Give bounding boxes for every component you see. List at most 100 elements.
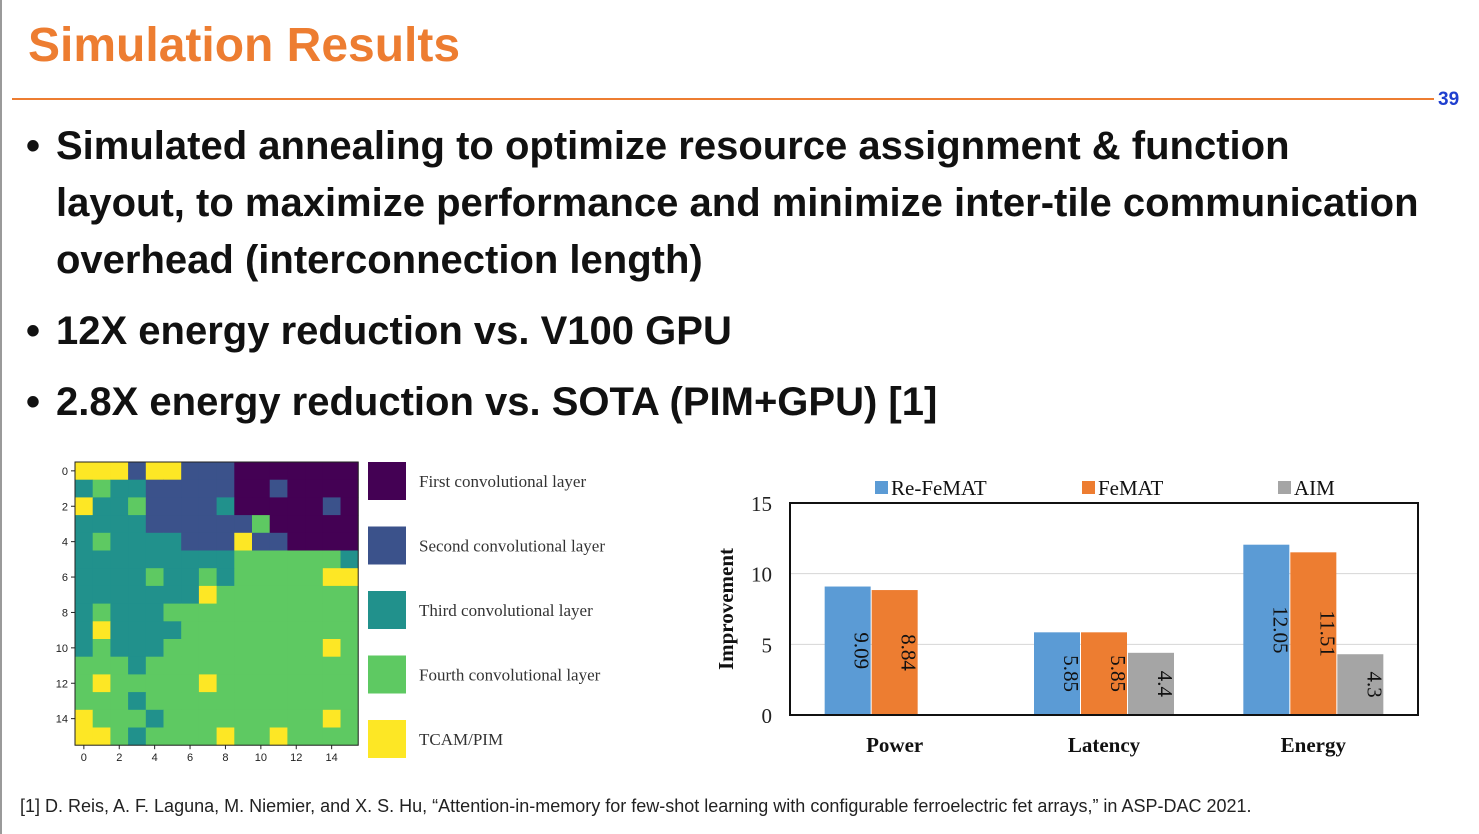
heatmap-cell [181,479,200,498]
heatmap-cell [145,656,164,675]
heatmap-cell [181,727,200,746]
heatmap-cell [92,585,111,604]
heatmap-cell [340,479,359,498]
heatmap-cell [287,603,306,622]
heatmap-cell [216,515,235,534]
heatmap-cell [181,639,200,658]
heatmap-cell [287,550,306,569]
heatmap-cell [305,462,324,481]
bar-legend-swatch [1082,481,1095,494]
bullet-dot: • [26,309,41,353]
heatmap-cell [269,585,288,604]
heatmap-cell [163,621,182,640]
heatmap-y-tick-label: 12 [56,678,68,690]
heatmap-cell [110,621,129,640]
heatmap-cell [75,709,94,728]
heatmap-cell [181,709,200,728]
heatmap-cell [234,709,253,728]
heatmap-cell [163,639,182,658]
heatmap-cell [252,709,271,728]
heatmap-x-tick-label: 8 [222,752,228,764]
heatmap-cell [110,709,129,728]
bar-data-label: 9.09 [850,632,874,669]
bar-femat [871,590,918,715]
heatmap-cell [252,639,271,658]
heatmap-cell [269,550,288,569]
heatmap-cell [128,532,147,551]
heatmap-cell [234,692,253,711]
heatmap-cell [216,479,235,498]
heatmap-cell [305,639,324,658]
heatmap-cell [128,479,147,498]
heatmap-cell [110,479,129,498]
heatmap-cell [305,497,324,516]
heatmap-cell [340,585,359,604]
heatmap-cell [234,603,253,622]
heatmap-y-tick-label: 0 [62,466,68,478]
heatmap-y-tick-label: 2 [62,501,68,513]
heatmap-cell [269,497,288,516]
heatmap-cell [305,532,324,551]
heatmap-cell [287,462,306,481]
heatmap-cell [340,603,359,622]
heatmap-cell [340,621,359,640]
heatmap-y-tick-label: 10 [56,643,68,655]
slide-title: Simulation Results [28,19,461,72]
heatmap-y-tick-label: 14 [56,714,68,726]
heatmap-cell [269,692,288,711]
heatmap-cell [145,639,164,658]
slide-left-border [0,0,2,834]
heatmap-legend-swatch [368,526,406,565]
heatmap-cell [287,568,306,587]
heatmap-cell [252,497,271,516]
heatmap-cell [163,532,182,551]
heatmap-cell [340,656,359,675]
heatmap-cell [198,568,217,587]
heatmap-cell [75,479,94,498]
heatmap-cell [269,656,288,675]
heatmap-cell [305,515,324,534]
heatmap-cell [145,692,164,711]
heatmap-cell [216,656,235,675]
bullet-text: Simulated annealing to optimize resource… [56,124,1419,282]
heatmap-cell [75,674,94,693]
heatmap-cell [234,532,253,551]
bar-aim [1128,652,1174,715]
heatmap-cell [181,656,200,675]
heatmap-cell [110,497,129,516]
heatmap-cell [92,692,111,711]
heatmap-cell [234,568,253,587]
heatmap-cell [234,621,253,640]
heatmap-cell [216,585,235,604]
bar-legend-swatch [1278,481,1291,494]
heatmap-cell [252,727,271,746]
heatmap-cell [163,479,182,498]
heatmap-cell [216,497,235,516]
heatmap-cell [92,621,111,640]
heatmap-cell [110,568,129,587]
heatmap-cell [305,568,324,587]
heatmap-cell [181,462,200,481]
heatmap-cell [269,479,288,498]
heatmap-cell [181,692,200,711]
heatmap-cell [322,709,341,728]
bar-y-tick-label: 5 [762,633,773,657]
heatmap-cell [75,497,94,516]
bar-y-tick-label: 15 [751,492,772,516]
bar-plot-frame [789,502,1419,716]
heatmap-cell [216,727,235,746]
heatmap-cell [340,497,359,516]
heatmap-cell [252,692,271,711]
heatmap-cell [322,727,341,746]
heatmap-cell [322,550,341,569]
heatmap-cell [128,603,147,622]
heatmap-cell [145,550,164,569]
heatmap-cell [322,532,341,551]
heatmap-cell [322,497,341,516]
heatmap-legend-swatch [368,720,406,758]
heatmap-cell [287,585,306,604]
bar-femat [1081,632,1127,715]
heatmap-cell [145,674,164,693]
heatmap-cell [163,603,182,622]
heatmap-cell [110,515,129,534]
